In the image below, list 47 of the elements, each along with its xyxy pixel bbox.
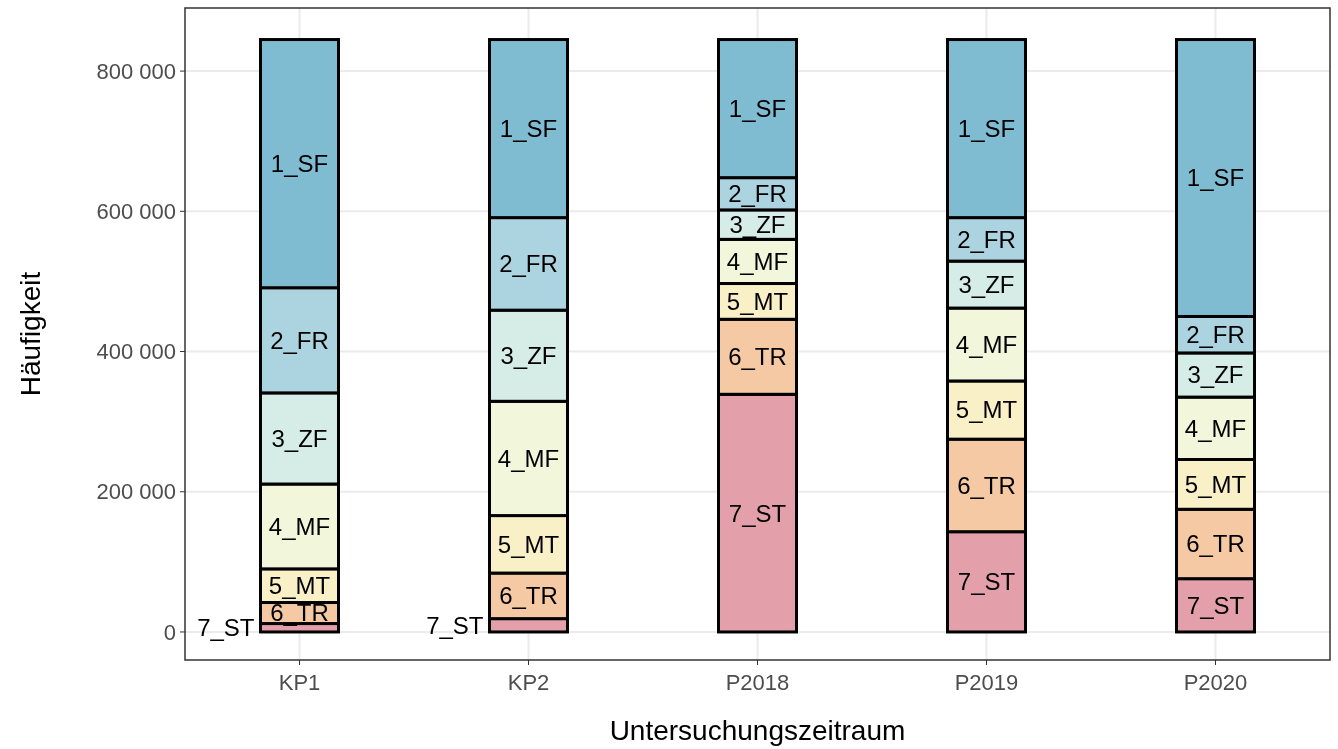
- y-tick-label: 0: [163, 619, 176, 645]
- text: 7_ST: [728, 499, 787, 527]
- text: 3_ZF: [271, 424, 328, 452]
- text: 1_SF: [270, 150, 329, 178]
- series-label: 7_ST: [197, 614, 255, 642]
- text: 6_TR: [499, 582, 558, 610]
- text: 7_ST: [957, 568, 1016, 596]
- text: 1_SF: [728, 95, 787, 122]
- text: 5_MT: [497, 530, 560, 558]
- text: 1_SF: [1186, 164, 1245, 192]
- text: 2_FR: [270, 326, 329, 354]
- series-label: 1_SF: [499, 114, 558, 142]
- series-label: 3_ZF: [729, 211, 786, 239]
- text: 2_FR: [499, 250, 558, 278]
- text: 4_MF: [497, 444, 560, 472]
- y-tick-label: 400 000: [96, 339, 176, 365]
- text: 5_MT: [1184, 470, 1247, 498]
- y-tick-label: 200 000: [96, 479, 176, 505]
- x-tick-label: P2018: [725, 670, 790, 695]
- text: 4_MF: [726, 247, 789, 275]
- text: 1_SF: [957, 114, 1016, 142]
- text: 6_TR: [728, 343, 787, 371]
- y-tick-label: 600 000: [96, 199, 176, 225]
- text: 4_MF: [268, 512, 331, 540]
- text: 3_ZF: [958, 270, 1015, 298]
- text: 7_ST: [426, 611, 484, 639]
- series-label: 2_FR: [728, 180, 787, 208]
- text: 7_ST: [1186, 591, 1245, 619]
- text: 6_TR: [1186, 530, 1245, 558]
- text: 4_MF: [955, 330, 1018, 358]
- text: 6_TR: [957, 471, 1016, 499]
- series-label: 4_MF: [1184, 414, 1247, 442]
- series-label: 6_TR: [270, 599, 329, 627]
- text: 2_FR: [957, 225, 1016, 253]
- x-tick-label: KP2: [507, 670, 550, 695]
- x-axis-title: Untersuchungszeitraum: [609, 715, 906, 746]
- y-axis-title: Häufigkeit: [15, 271, 46, 397]
- text: 5_MT: [955, 396, 1018, 424]
- text: 5_MT: [726, 287, 789, 315]
- x-tick-label: P2019: [954, 670, 1019, 695]
- x-tick-label: KP1: [278, 670, 321, 695]
- y-tick-label: 800 000: [96, 58, 176, 84]
- text: 3_ZF: [1187, 361, 1244, 389]
- text: 2_FR: [1186, 321, 1245, 349]
- x-tick-label: P2020: [1183, 670, 1248, 695]
- text: 3_ZF: [500, 342, 557, 370]
- series-label: 5_MT: [268, 572, 331, 600]
